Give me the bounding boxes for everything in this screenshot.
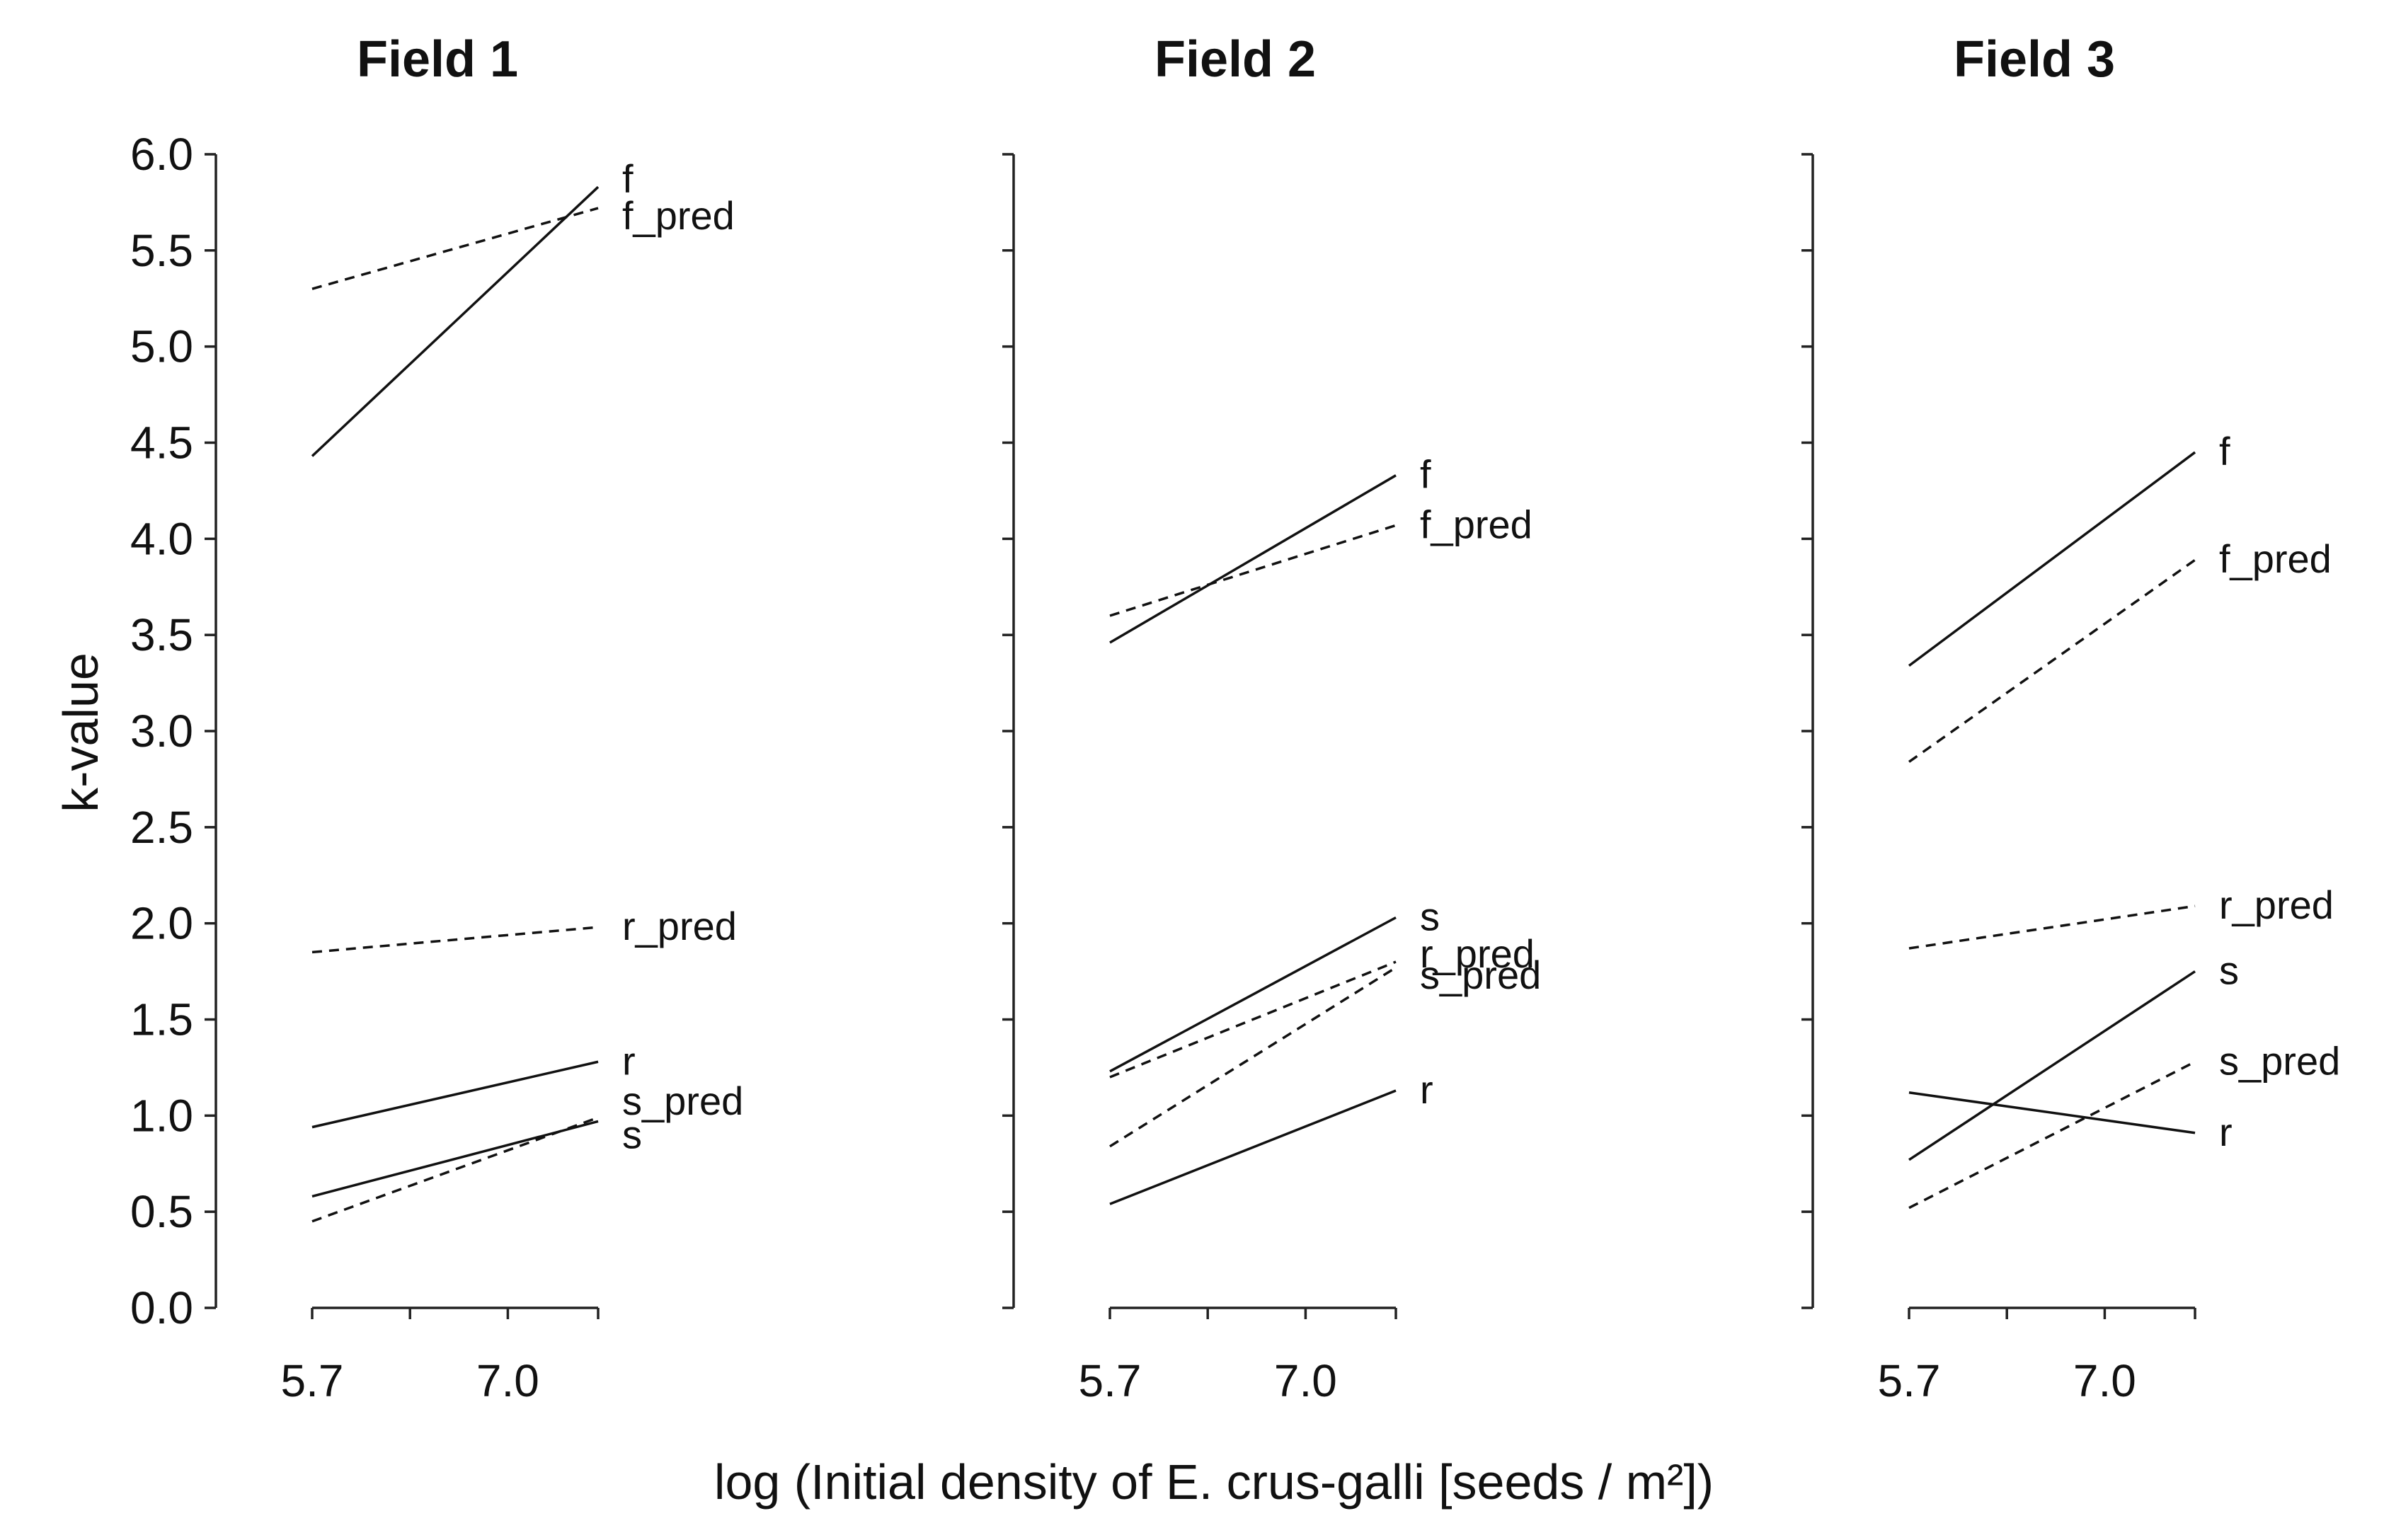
series-line-s — [311, 1120, 599, 1198]
x-tick-label: 7.0 — [476, 1355, 539, 1406]
y-tick-label: 5.5 — [130, 225, 193, 276]
series-label-r-pred: r_pred — [1420, 931, 1535, 976]
series-label-f: f — [2219, 429, 2230, 473]
y-tick-label: 2.0 — [130, 898, 193, 949]
y-tick-label: 3.0 — [130, 706, 193, 757]
series-label-s-pred: s_pred — [1420, 953, 1541, 997]
series-line-r-pred — [311, 926, 599, 954]
y-tick-label: 2.5 — [130, 802, 193, 853]
series-line-f — [1109, 474, 1397, 644]
series-line-r — [1109, 1089, 1397, 1205]
x-tick-label: 5.7 — [281, 1355, 344, 1406]
y-tick-label: 4.0 — [130, 513, 193, 564]
series-label-s: s — [622, 1112, 642, 1156]
series-line-s-pred — [1109, 966, 1397, 1148]
y-tick-label: 1.5 — [130, 994, 193, 1045]
y-tick-label: 1.0 — [130, 1090, 193, 1141]
series-label-r: r — [1420, 1067, 1433, 1112]
y-tick-label: 4.5 — [130, 418, 193, 469]
series-line-f-pred — [1109, 524, 1397, 617]
y-axis-title: k-value — [53, 653, 108, 812]
series-label-f: f — [622, 156, 634, 201]
y-tick-label: 3.5 — [130, 609, 193, 660]
series-line-f — [311, 185, 600, 457]
series-label-r-pred: r_pred — [622, 904, 737, 948]
series-label-s: s — [2219, 948, 2239, 993]
y-tick-label: 5.0 — [130, 321, 193, 372]
panel-field-1: Field 1 0.0 0.5 1.0 1.5 2.0 2.5 3.0 3.5 4.0 4.5 5.0… — [130, 31, 743, 1406]
series-line-s-pred — [1908, 1060, 2196, 1209]
x-tick-label: 7.0 — [2073, 1355, 2136, 1406]
x-axis-title: log (Initial density of E. crus-galli [s… — [714, 1454, 1714, 1510]
y-tick-label: 0.0 — [130, 1282, 193, 1333]
y-tick-label: 6.0 — [130, 129, 193, 180]
panel-title: Field 3 — [1954, 31, 2115, 88]
x-tick-label: 5.7 — [1878, 1355, 1941, 1406]
series-line-r — [311, 1060, 599, 1129]
series-label-f-pred: f_pred — [2219, 536, 2332, 581]
x-tick-label: 7.0 — [1274, 1355, 1337, 1406]
x-tick-label: 5.7 — [1079, 1355, 1142, 1406]
y-tick-label: 0.5 — [130, 1186, 193, 1237]
series-label-f-pred: f_pred — [622, 193, 735, 238]
panel-title: Field 1 — [357, 31, 518, 88]
series-label-r: r — [622, 1038, 636, 1083]
panel-title: Field 2 — [1154, 31, 1316, 88]
series-label-f-pred: f_pred — [1420, 502, 1532, 546]
series-label-s-pred: s_pred — [2219, 1038, 2340, 1083]
series-label-s-pred: s_pred — [622, 1079, 743, 1123]
series-line-f — [1908, 451, 2196, 667]
series-line-s — [1908, 970, 2196, 1161]
series-line-f-pred — [311, 207, 599, 290]
series-line-r — [1908, 1091, 2196, 1134]
series-line-f-pred — [1908, 558, 2196, 763]
series-line-r-pred — [1109, 960, 1397, 1079]
series-label-s: s — [1420, 895, 1440, 939]
series-line-r-pred — [1908, 904, 2196, 950]
series-line-s — [1109, 916, 1397, 1073]
series-label-r-pred: r_pred — [2219, 883, 2334, 927]
series-label-r: r — [2219, 1110, 2233, 1154]
series-label-f: f — [1420, 452, 1431, 497]
